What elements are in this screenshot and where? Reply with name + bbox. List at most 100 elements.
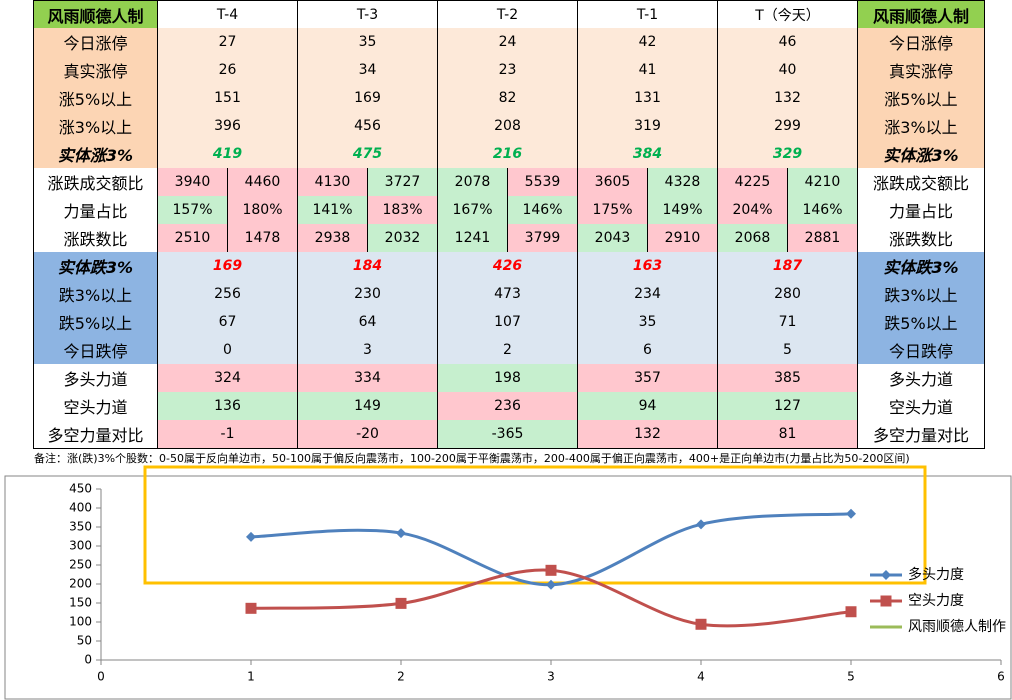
table-cell: 实体涨3% [858,140,985,169]
table-cell: 跌5%以上 [33,308,158,337]
table-cell: 40 [718,56,858,85]
table-cell: 2078 [438,168,508,197]
table-cell: 多空力量对比 [858,420,985,449]
table-cell: 280 [718,280,858,309]
table-cell: 23 [438,56,578,85]
table-cell: 35 [298,28,438,57]
table-cell: 299 [718,112,858,141]
table-cell: 46 [718,28,858,57]
table-cell: 146% [788,196,858,225]
table-cell: 2032 [368,224,438,253]
table-cell: 334 [298,364,438,393]
table-cell: 184 [298,252,438,281]
table-cell: 3940 [158,168,228,197]
table-cell: 5 [718,336,858,365]
marker [396,528,406,539]
table-cell: 多头力道 [33,364,158,393]
table-cell: -365 [438,420,578,449]
table-cell: 4225 [718,168,788,197]
table-cell: 3605 [578,168,648,197]
table-cell: 27 [158,28,298,57]
table-cell: 319 [578,112,718,141]
table-cell: 跌3%以上 [33,280,158,309]
x-tick-label: 4 [697,670,705,684]
table-cell: 385 [718,364,858,393]
table-cell: 183% [368,196,438,225]
legend-label: 风雨顺德人制作 [908,619,1006,635]
table-cell: 涨跌成交额比 [33,168,158,197]
table-cell: 力量占比 [858,196,985,225]
table-cell: 多空力量对比 [33,420,158,449]
table-cell: 198 [438,364,578,393]
table-cell: 204% [718,196,788,225]
table-cell: T-4 [158,0,298,29]
table-cell: 42 [578,28,718,57]
table-cell: 2910 [648,224,718,253]
note: 备注：涨(跌)3%个股数：0-50属于反向单边市，50-100属于偏反向震荡市，… [34,452,910,465]
table-cell: 216 [438,140,578,169]
table-cell: 今日涨停 [858,28,985,57]
table-cell: 实体跌3% [858,252,985,281]
table-cell: 149% [648,196,718,225]
table-cell: 396 [158,112,298,141]
y-tick-label: 450 [69,482,92,496]
legend-marker [880,595,892,607]
table-cell: 6 [578,336,718,365]
y-tick-label: 250 [69,558,92,572]
table-cell: 实体涨3% [33,140,158,169]
table-cell: 4210 [788,168,858,197]
legend-label: 多头力度 [908,566,964,583]
y-tick-label: 400 [69,501,92,515]
highlight-box [143,465,927,585]
y-tick-label: 200 [69,577,92,591]
table-cell: 163 [578,252,718,281]
table-cell: 力量占比 [33,196,158,225]
table-cell: 82 [438,84,578,113]
table-cell: T（今天） [718,0,858,29]
table-cell: 149 [298,392,438,421]
table-cell: 今日涨停 [33,28,158,57]
table-cell: 1478 [228,224,298,253]
table-cell: 涨跌数比 [858,224,985,253]
table-cell: 107 [438,308,578,337]
marker [245,602,257,614]
marker [395,597,407,609]
table-cell: 5539 [508,168,578,197]
table-cell: 94 [578,392,718,421]
table-cell: 1241 [438,224,508,253]
marker [545,564,557,576]
table-cell: T-3 [298,0,438,29]
table-cell: 175% [578,196,648,225]
x-tick-label: 3 [547,670,555,684]
table-cell: 空头力道 [33,392,158,421]
table-cell: 64 [298,308,438,337]
table-cell: 涨5%以上 [33,84,158,113]
table-cell: 230 [298,280,438,309]
table-cell: 256 [158,280,298,309]
y-tick-label: 150 [69,596,92,610]
table-cell: 2938 [298,224,368,253]
y-tick-label: 0 [84,653,92,667]
table-cell: 2043 [578,224,648,253]
marker [696,519,706,530]
table-cell: 151 [158,84,298,113]
table-cell: 真实涨停 [33,56,158,85]
table-cell: 涨跌成交额比 [858,168,985,197]
table-cell: 26 [158,56,298,85]
table-cell: 419 [158,140,298,169]
table-cell: 跌3%以上 [858,280,985,309]
legend-marker [881,570,891,580]
table-cell: 473 [438,280,578,309]
y-tick-label: 300 [69,539,92,553]
table-cell: 4328 [648,168,718,197]
table-cell: 132 [578,420,718,449]
x-tick-label: 6 [997,670,1005,684]
table-cell: 208 [438,112,578,141]
table-cell: T-2 [438,0,578,29]
marker [546,579,556,590]
table-cell: 风雨顺德人制 [858,0,985,29]
table-cell: 今日跌停 [33,336,158,365]
table-cell: 2 [438,336,578,365]
table-cell: -1 [158,420,298,449]
x-tick-label: 0 [97,670,105,684]
